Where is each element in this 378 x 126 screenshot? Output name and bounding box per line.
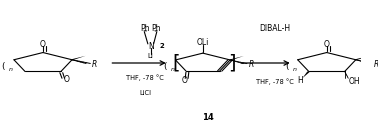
Polygon shape — [230, 56, 244, 61]
Text: N: N — [148, 42, 153, 51]
Polygon shape — [356, 56, 369, 60]
Polygon shape — [302, 71, 310, 78]
Text: 14: 14 — [202, 113, 214, 122]
Text: R: R — [249, 60, 254, 69]
Text: (: ( — [163, 62, 167, 71]
Text: H: H — [297, 76, 303, 85]
Text: O: O — [64, 75, 69, 84]
Text: [: [ — [172, 54, 180, 72]
Text: R: R — [92, 60, 97, 69]
Text: O: O — [181, 76, 187, 85]
Text: n: n — [9, 67, 12, 72]
Text: n: n — [293, 67, 296, 72]
Text: O: O — [324, 40, 330, 49]
Polygon shape — [143, 30, 147, 32]
Text: 2: 2 — [159, 43, 164, 49]
Text: Ph: Ph — [151, 24, 161, 33]
Text: OLi: OLi — [197, 38, 209, 47]
Text: O: O — [40, 40, 46, 49]
Text: THF, -78 °C: THF, -78 °C — [256, 78, 294, 85]
Text: ]: ] — [228, 54, 235, 72]
Text: R: R — [374, 60, 378, 69]
Text: Li: Li — [148, 53, 154, 59]
Text: THF, -78 °C: THF, -78 °C — [126, 74, 164, 81]
Text: (: ( — [285, 62, 289, 71]
Text: LiCl: LiCl — [139, 90, 151, 96]
Text: n: n — [170, 67, 174, 72]
Text: (: ( — [2, 62, 5, 71]
Polygon shape — [72, 56, 86, 60]
Text: DIBAL-H: DIBAL-H — [259, 24, 290, 33]
Text: OH: OH — [348, 77, 360, 86]
Text: Ph: Ph — [141, 24, 150, 33]
Polygon shape — [154, 30, 159, 32]
